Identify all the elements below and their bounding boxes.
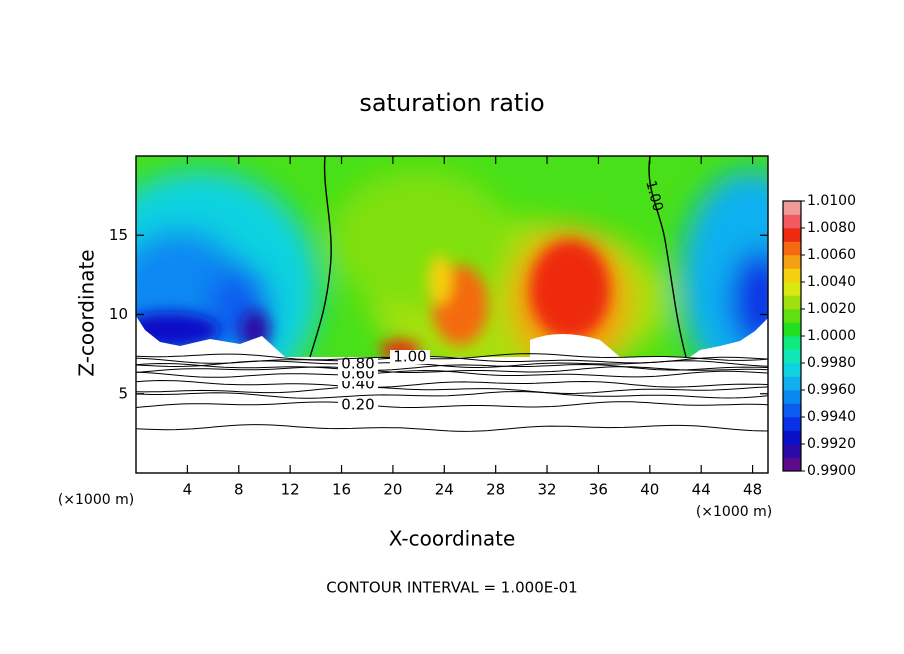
colorbar-tick-label: 1.0020 (807, 301, 856, 317)
colorbar-tick-label: 1.0000 (807, 328, 856, 344)
colorbar-band (783, 241, 801, 256)
contour-line (135, 379, 769, 388)
contour-label: 0.20 (341, 396, 374, 414)
contour-line (135, 401, 769, 408)
colorbar-band (783, 268, 801, 283)
contour-line (135, 362, 769, 371)
colorbar-band (783, 457, 801, 472)
colorbar-tick-label: 0.9900 (807, 463, 856, 479)
x-tick-label: 24 (435, 481, 454, 499)
colorbar-band (783, 403, 801, 418)
colorbar-band (783, 376, 801, 391)
contour-label: 1.00 (393, 348, 426, 366)
x-tick-label: 40 (640, 481, 659, 499)
colorbar-band (783, 295, 801, 310)
colorbar-tick-label: 1.0080 (807, 220, 856, 236)
colorbar-band (783, 309, 801, 323)
x-tick-label: 12 (281, 481, 300, 499)
contour-line (135, 369, 769, 378)
colorbar-band (783, 349, 801, 364)
contour-line (135, 353, 769, 361)
colorbar-band (783, 390, 801, 404)
colorbar-band (783, 255, 801, 269)
contour-line (135, 390, 769, 399)
contour-label: 1.00 (642, 179, 666, 213)
y-axis-label: Z-coordinate (75, 249, 99, 376)
colorbar-tick-label: 1.0040 (807, 274, 856, 290)
colorbar-band (783, 363, 801, 377)
colorbar-band (783, 444, 801, 458)
y-tick-label: 5 (118, 384, 128, 402)
x-tick-label: 16 (332, 481, 351, 499)
colorbar-band (783, 336, 801, 350)
colorbar-band (783, 430, 801, 445)
colorbar-band (783, 322, 801, 337)
x-unit: (×1000 m) (58, 492, 134, 508)
colorbar-tick-label: 0.9920 (807, 436, 856, 452)
colorbar-tick-label: 0.9960 (807, 382, 856, 398)
label-bg (390, 350, 430, 364)
x-tick-label: 36 (589, 481, 608, 499)
contour-line (135, 424, 769, 432)
colorbar-tick-label: 1.0100 (807, 193, 856, 209)
x-tick-label: 4 (183, 481, 193, 499)
contour-line (135, 366, 769, 373)
colorbar-tick-label: 0.9980 (807, 355, 856, 371)
footer: CONTOUR INTERVAL = 1.000E-01 (326, 579, 577, 597)
colorbar-tick-label: 1.0060 (807, 247, 856, 263)
x-tick-label: 44 (692, 481, 711, 499)
x-tick-label: 28 (486, 481, 505, 499)
y-tick-label: 15 (109, 226, 128, 244)
colorbar-band (783, 417, 801, 431)
x-tick-label: 20 (383, 481, 402, 499)
contour-line (135, 360, 769, 368)
label-bg (338, 398, 378, 412)
colorbar-band (783, 282, 801, 296)
colorbar-band (783, 228, 801, 242)
x-unit: (×1000 m) (696, 504, 772, 520)
x-tick-label: 48 (743, 481, 762, 499)
x-tick-label: 32 (538, 481, 557, 499)
colorbar-band (783, 201, 801, 215)
colorbar-band (783, 214, 801, 229)
contour-line (135, 386, 769, 395)
chart-title: saturation ratio (359, 89, 544, 117)
field (136, 156, 768, 473)
label-bg (338, 357, 378, 371)
x-tick-label: 8 (234, 481, 244, 499)
colorbar-tick-label: 0.9940 (807, 409, 856, 425)
x-axis-label: X-coordinate (389, 527, 516, 551)
y-tick-label: 10 (109, 305, 128, 323)
